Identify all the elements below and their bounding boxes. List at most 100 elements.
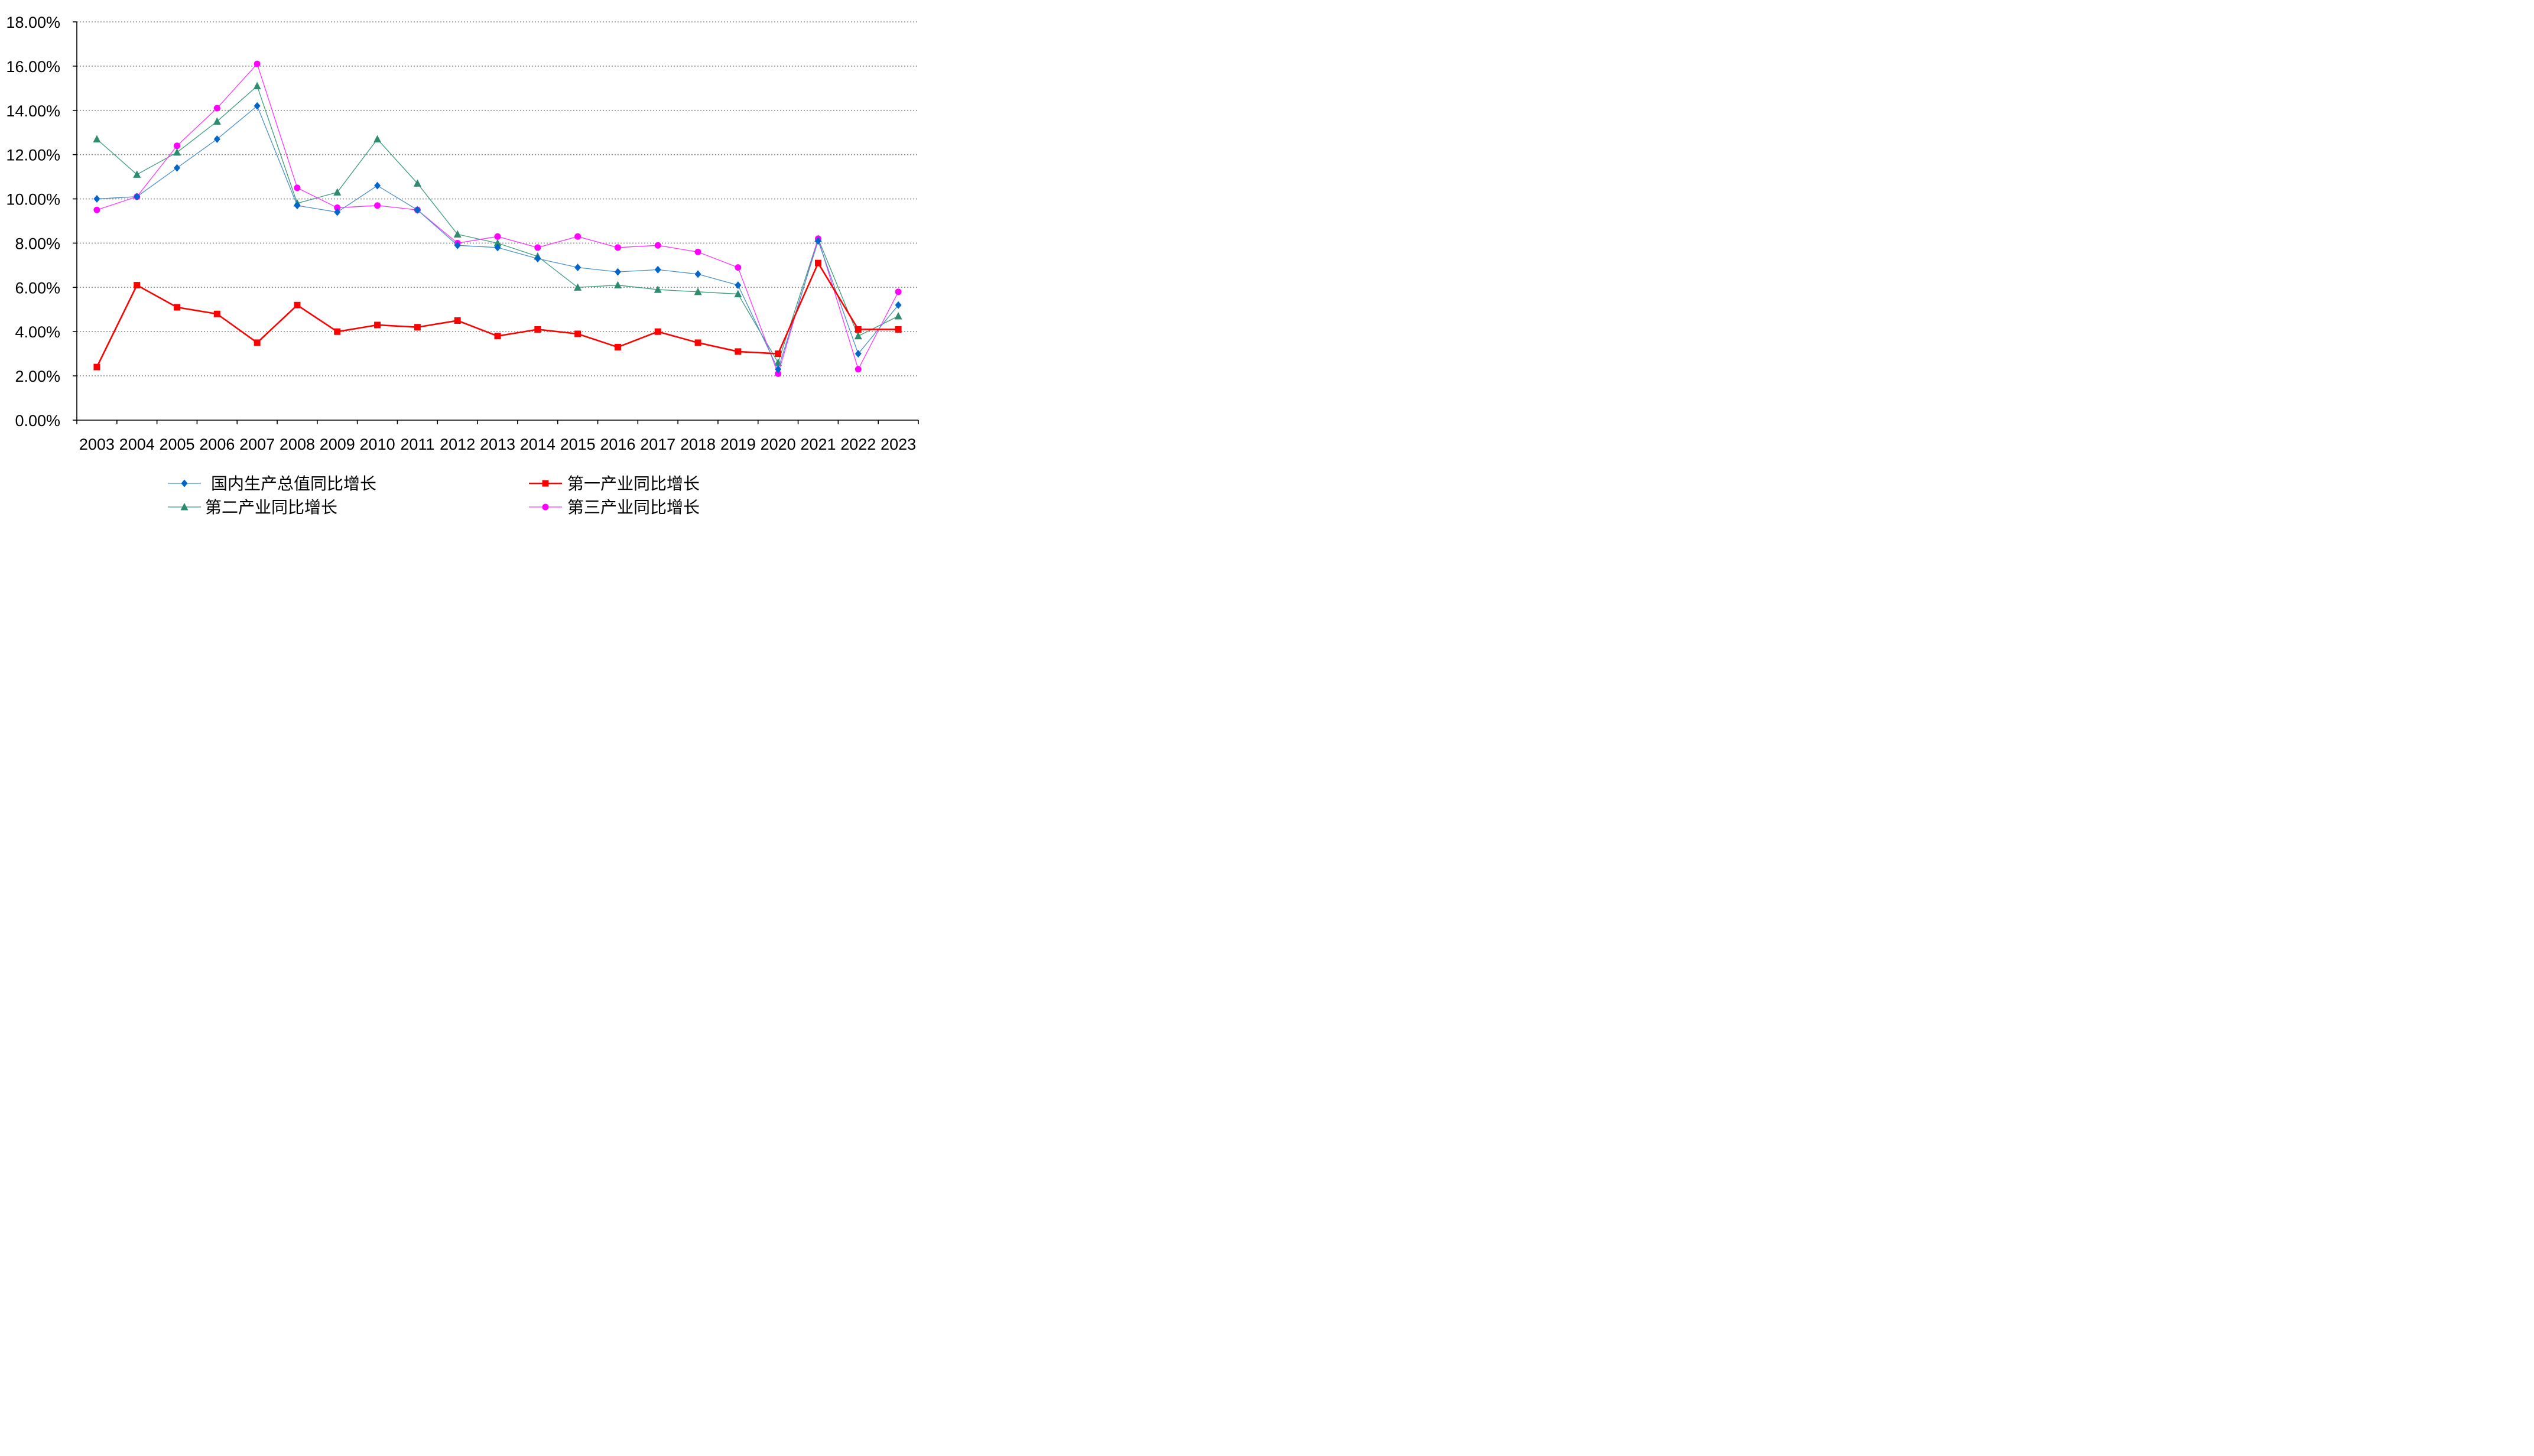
data-point — [694, 248, 701, 255]
y-tick-label: 6.00% — [15, 279, 60, 297]
x-tick-label: 2009 — [320, 436, 355, 453]
data-point — [333, 188, 342, 196]
x-tick-label: 2021 — [800, 436, 836, 453]
y-tick-label: 8.00% — [15, 235, 60, 252]
legend-label: 国内生产总值同比增长 — [211, 474, 376, 493]
x-tick-label: 2007 — [239, 436, 275, 453]
data-point — [294, 301, 301, 308]
legend-marker — [542, 503, 549, 511]
data-point — [453, 230, 462, 238]
x-tick-label: 2005 — [159, 436, 194, 453]
data-point — [894, 312, 902, 320]
series-group — [93, 60, 902, 377]
data-point — [614, 343, 621, 350]
data-point — [614, 244, 621, 251]
data-point — [334, 208, 341, 216]
data-point — [134, 193, 141, 201]
data-point — [334, 204, 341, 212]
data-point — [254, 60, 261, 67]
data-point — [574, 330, 581, 337]
data-point — [93, 135, 101, 142]
x-tick-labels: 2003 2004 2005 2006 2007 2008 2009 2010 2011 2012… — [79, 436, 916, 453]
legend-marker — [180, 503, 189, 511]
x-tick-label: 2019 — [720, 436, 756, 453]
series-line — [96, 85, 899, 364]
line-chart: 0.00% 2.00% 4.00% 6.00% 8.00% 10.00% 12.00% 14.… — [6, 14, 919, 517]
data-point — [414, 324, 421, 331]
x-tick-label: 2020 — [761, 436, 796, 453]
x-tick-label: 2008 — [280, 436, 315, 453]
data-point — [494, 233, 501, 240]
data-point — [93, 206, 100, 213]
data-point — [454, 241, 461, 249]
data-point — [775, 350, 782, 358]
data-point — [814, 237, 821, 245]
legend-label: 第三产业同比增长 — [567, 498, 700, 517]
data-point — [174, 142, 181, 150]
legend-label: 第二产业同比增长 — [205, 498, 337, 517]
data-point — [414, 206, 421, 214]
data-point — [174, 164, 181, 172]
data-point — [734, 290, 742, 298]
x-tick-label: 2022 — [840, 436, 876, 453]
data-point — [534, 326, 541, 333]
data-point — [614, 268, 621, 276]
data-point — [735, 264, 742, 271]
data-point — [814, 259, 821, 266]
data-point — [213, 310, 220, 317]
legend-marker — [542, 480, 549, 487]
data-point — [574, 233, 581, 240]
data-point — [253, 82, 261, 90]
data-point — [613, 281, 622, 289]
series-diamond — [93, 102, 902, 373]
y-tick-label: 0.00% — [15, 412, 60, 430]
data-point — [895, 326, 902, 333]
x-tick-label: 2010 — [360, 436, 395, 453]
series-circle — [93, 60, 902, 377]
legend-item: 第二产业同比增长 — [168, 498, 337, 517]
legend-label: 第一产业同比增长 — [567, 474, 700, 493]
data-point — [294, 202, 301, 210]
data-point — [654, 328, 661, 335]
x-tick-label: 2014 — [520, 436, 555, 453]
data-point — [494, 333, 501, 340]
data-point — [213, 105, 220, 112]
data-point — [134, 282, 141, 289]
data-point — [574, 264, 581, 272]
y-tick-label: 18.00% — [6, 14, 60, 31]
x-tick-label: 2003 — [79, 436, 115, 453]
x-tick-label: 2013 — [480, 436, 515, 453]
data-point — [654, 285, 662, 293]
y-tick-label: 16.00% — [6, 58, 60, 76]
data-point — [213, 135, 220, 143]
y-tick-label: 14.00% — [6, 102, 60, 120]
x-tick-label: 2015 — [560, 436, 596, 453]
data-point — [493, 239, 502, 246]
data-point — [254, 339, 261, 346]
data-point — [694, 287, 702, 295]
data-point — [895, 301, 902, 309]
y-tick-label: 10.00% — [6, 191, 60, 209]
data-point — [294, 184, 301, 191]
data-point — [93, 195, 100, 203]
data-point — [775, 365, 782, 373]
data-point — [854, 332, 862, 340]
x-tick-label: 2017 — [640, 436, 675, 453]
data-point — [775, 370, 782, 377]
series-triangle — [93, 82, 902, 366]
data-point — [855, 366, 862, 373]
data-point — [735, 281, 742, 290]
data-point — [534, 255, 541, 263]
data-point — [895, 288, 902, 295]
y-tick-label: 4.00% — [15, 323, 60, 341]
y-tick-labels: 0.00% 2.00% 4.00% 6.00% 8.00% 10.00% 12.00% 14.… — [6, 14, 60, 430]
x-tick-label: 2012 — [440, 436, 475, 453]
data-point — [654, 242, 661, 249]
legend-marker — [181, 479, 188, 488]
data-point — [374, 321, 381, 329]
data-point — [654, 265, 661, 274]
data-point — [534, 244, 541, 251]
data-point — [855, 326, 862, 333]
y-tick-label: 12.00% — [6, 147, 60, 164]
